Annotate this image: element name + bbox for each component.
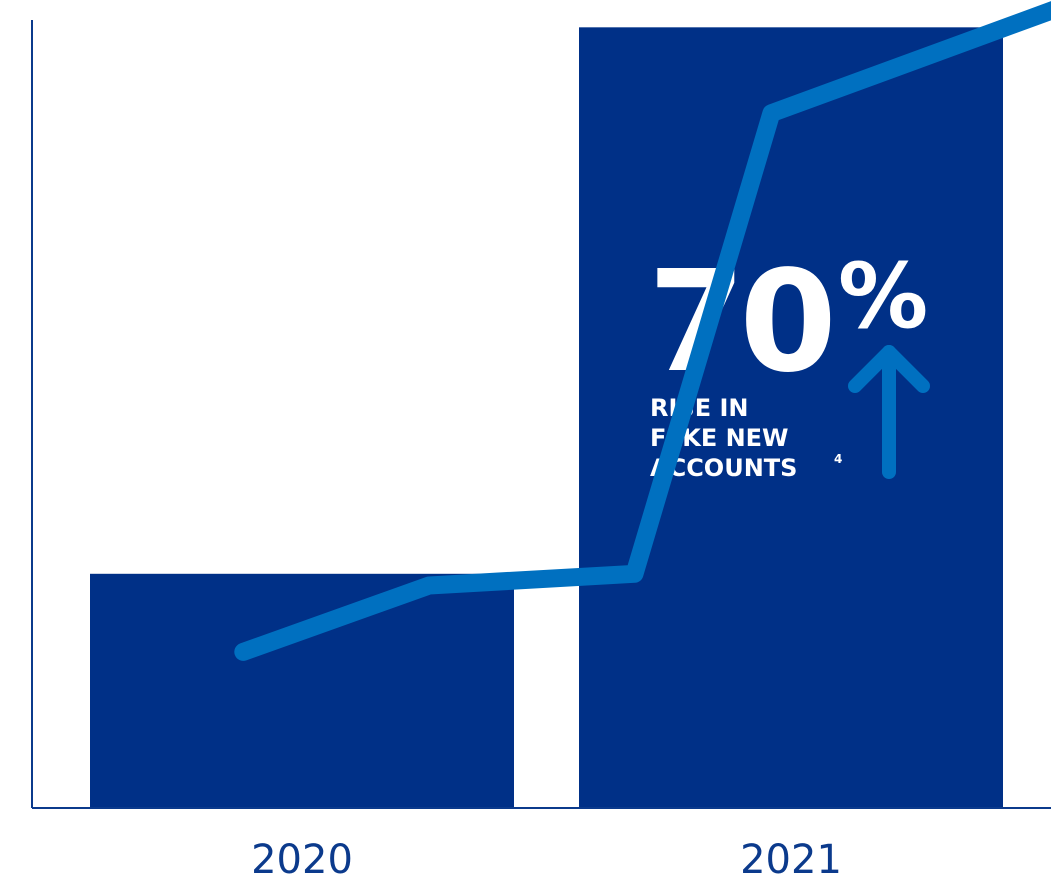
axes: [31, 20, 1051, 809]
callout-number: 70: [648, 241, 831, 404]
trend-line: [234, 1, 1051, 661]
arrow-up-icon: [848, 345, 930, 479]
callout-footnote-marker: 4: [834, 452, 842, 466]
x-tick-label-2020: 2020: [251, 837, 353, 883]
callout-percent-sign: %: [838, 244, 928, 349]
bar-2021: [579, 27, 1003, 809]
bars: [90, 27, 1003, 809]
trend-line-series: [234, 1, 1051, 661]
bar-2020: [90, 573, 514, 808]
arrow-head: [848, 345, 930, 393]
x-tick-labels: 2020 2021: [251, 837, 842, 883]
callout-text-line-1: RISE IN: [650, 394, 748, 422]
x-tick-label-2021: 2021: [740, 837, 842, 883]
